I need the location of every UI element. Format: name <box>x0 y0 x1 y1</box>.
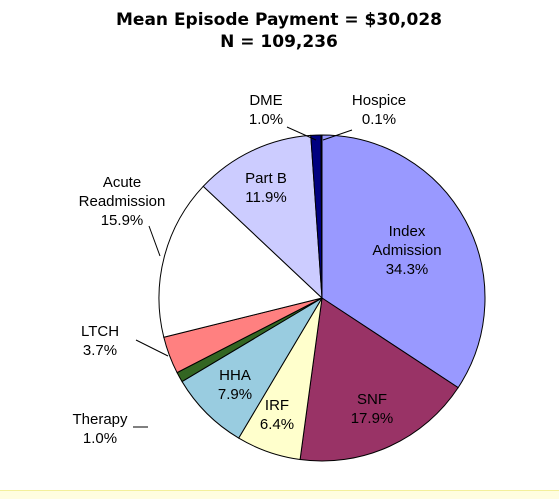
slice-value-irf: 6.4% <box>260 416 294 433</box>
slice-label-irf: IRF 6.4% <box>260 397 294 433</box>
pie-slices <box>158 134 486 462</box>
slice-value-dme: 1.0% <box>249 111 283 128</box>
slice-label-acute-readmission: Acute Readmission 15.9% <box>79 174 166 229</box>
bottom-border <box>0 490 559 499</box>
slice-label-hha: HHA 7.9% <box>218 367 252 403</box>
pie-slice-acute-readmission <box>158 185 324 338</box>
slice-label-hospice: Hospice 0.1% <box>352 92 406 128</box>
slice-label-index-admission: Index Admission 34.3% <box>372 223 441 278</box>
slice-label-part-b: Part B 11.9% <box>245 170 287 206</box>
slice-value-index-admission: 34.3% <box>386 261 429 278</box>
leader-line-hospice <box>322 129 353 141</box>
leader-line-acute-readmission <box>148 225 161 257</box>
slice-value-part-b: 11.9% <box>245 189 286 206</box>
slice-label-therapy: Therapy 1.0% <box>72 411 128 447</box>
pie-slice-part-b <box>202 134 323 300</box>
slice-label-dme: DME 1.0% <box>249 92 283 128</box>
chart-subtitle: N = 109,236 <box>220 32 338 52</box>
slice-label-ltch: LTCH 3.7% <box>81 323 119 359</box>
slice-value-acute-readmission: 15.9% <box>101 212 144 229</box>
slice-value-ltch: 3.7% <box>83 342 117 359</box>
slice-value-hha: 7.9% <box>218 386 252 403</box>
leader-line-ltch <box>135 339 169 357</box>
pie-slice-snf <box>299 297 459 462</box>
chart-title: Mean Episode Payment = $30,028 <box>116 10 442 30</box>
slice-value-hospice: 0.1% <box>362 111 396 128</box>
slice-value-snf: 17.9% <box>351 410 394 427</box>
leader-line-dme <box>286 126 317 141</box>
slice-value-therapy: 1.0% <box>83 430 117 447</box>
leader-lines <box>133 126 353 428</box>
slice-labels: Index Admission 34.3% SNF 17.9% IRF 6.4%HHA 7.9… <box>72 92 441 447</box>
slice-label-snf: SNF 17.9% <box>351 391 394 427</box>
pie-slice-hospice <box>320 134 323 299</box>
